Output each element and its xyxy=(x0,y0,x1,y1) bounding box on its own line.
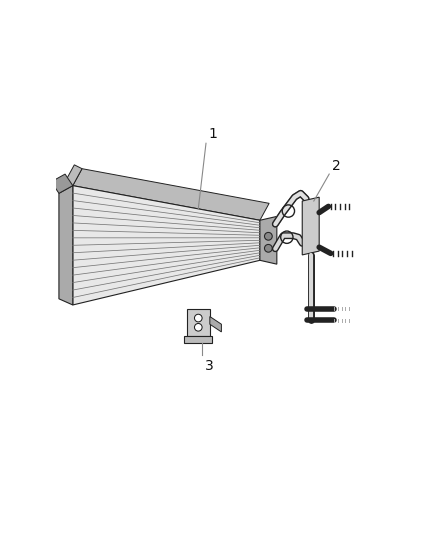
Polygon shape xyxy=(302,197,319,255)
Polygon shape xyxy=(260,216,277,264)
Text: 2: 2 xyxy=(332,158,340,173)
Polygon shape xyxy=(51,174,73,193)
Circle shape xyxy=(194,324,202,331)
Text: 1: 1 xyxy=(208,127,217,141)
Text: 3: 3 xyxy=(205,359,213,373)
Circle shape xyxy=(265,245,272,252)
Polygon shape xyxy=(184,336,212,343)
Circle shape xyxy=(265,232,272,240)
Polygon shape xyxy=(187,309,210,336)
Polygon shape xyxy=(59,185,73,305)
Polygon shape xyxy=(73,168,269,220)
Circle shape xyxy=(194,314,202,322)
Polygon shape xyxy=(73,185,260,305)
Polygon shape xyxy=(210,317,221,332)
Polygon shape xyxy=(65,165,82,185)
